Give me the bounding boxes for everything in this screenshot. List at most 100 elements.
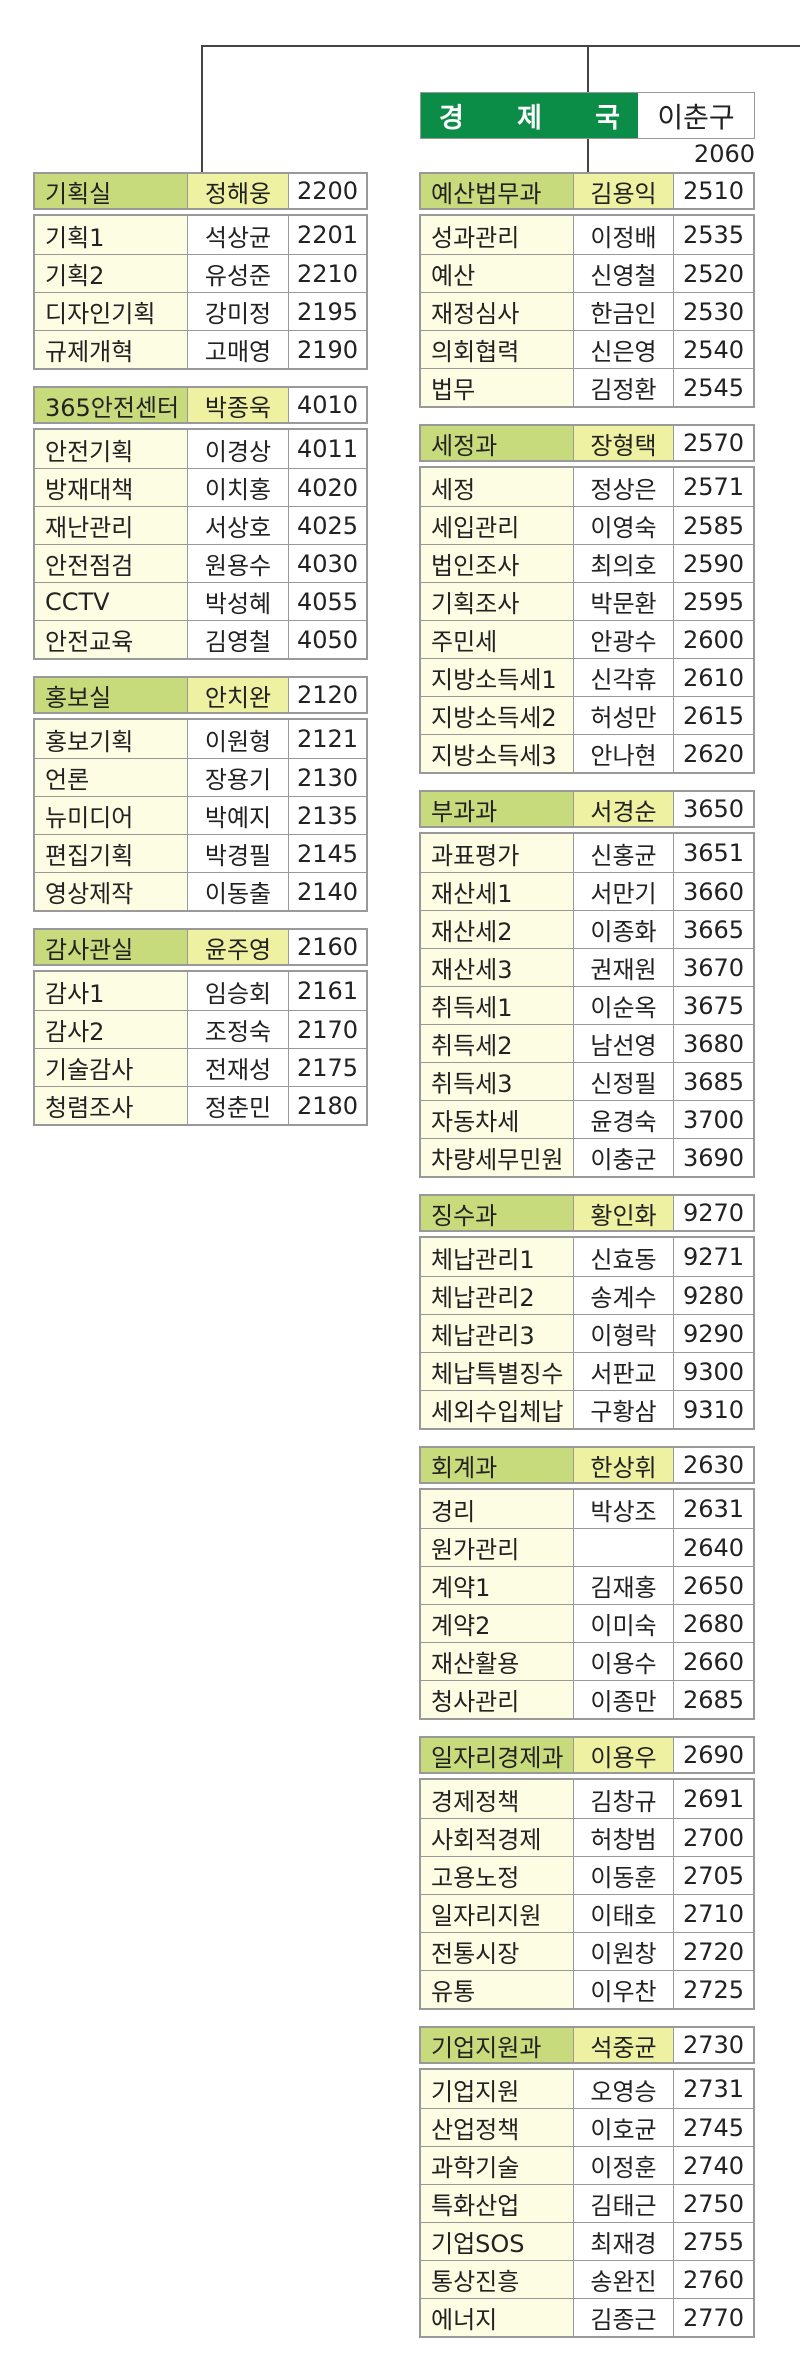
team-person: 김창규: [574, 1780, 674, 1818]
team-name: 청사관리: [421, 1681, 574, 1718]
director-name: 이춘구: [638, 93, 754, 138]
team-row: 세외수입체납 구황삼 9310: [421, 1390, 753, 1428]
connector-line-director-down: [587, 139, 589, 173]
team-name: 홍보기획: [35, 720, 188, 758]
department-section: 부과과 서경순 3650 과표평가 신홍균 3651 재산세1 서만기 3660 재산세2 이종화 3…: [419, 790, 755, 1178]
team-person: 신영철: [574, 255, 674, 292]
team-row: 언론 장용기 2130: [35, 758, 366, 796]
team-person: 신은영: [574, 331, 674, 368]
team-person: 허창범: [574, 1819, 674, 1856]
team-person: [574, 1529, 674, 1566]
team-row: 재난관리 서상호 4025: [35, 506, 366, 544]
department-section: 일자리경제과 이용우 2690 경제정책 김창규 2691 사회적경제 허창범 2700 고용노정…: [419, 1736, 755, 2010]
department-header: 일자리경제과 이용우 2690: [419, 1736, 755, 1774]
team-name: 과학기술: [421, 2147, 574, 2184]
team-row: 홍보기획 이원형 2121: [35, 720, 366, 758]
team-name: 주민세: [421, 621, 574, 658]
team-name: 자동차세: [421, 1101, 574, 1138]
team-row: 세입관리 이영숙 2585: [421, 506, 753, 544]
team-row: 경리 박상조 2631: [421, 1490, 753, 1528]
team-ext: 2180: [289, 1087, 366, 1124]
team-ext: 2680: [674, 1605, 753, 1642]
team-ext: 2540: [674, 331, 753, 368]
team-ext: 2760: [674, 2261, 753, 2298]
team-ext: 2210: [289, 255, 366, 292]
team-ext: 2750: [674, 2185, 753, 2222]
team-name: 고용노정: [421, 1857, 574, 1894]
team-row: 기획2 유성준 2210: [35, 254, 366, 292]
team-row: 편집기획 박경필 2145: [35, 834, 366, 872]
team-row: 통상진흥 송완진 2760: [421, 2260, 753, 2298]
team-ext: 2590: [674, 545, 753, 582]
team-ext: 2620: [674, 735, 753, 772]
team-ext: 2615: [674, 697, 753, 734]
team-row: 사회적경제 허창범 2700: [421, 1818, 753, 1856]
team-row: 취득세1 이순옥 3675: [421, 986, 753, 1024]
team-person: 원용수: [188, 545, 289, 582]
team-ext: 2755: [674, 2223, 753, 2260]
team-person: 전재성: [188, 1049, 289, 1086]
team-name: 체납관리3: [421, 1315, 574, 1352]
team-person: 김종근: [574, 2299, 674, 2336]
team-name: 일자리지원: [421, 1895, 574, 1932]
team-name: 차량세무민원: [421, 1139, 574, 1176]
team-ext: 2660: [674, 1643, 753, 1680]
team-person: 이충군: [574, 1139, 674, 1176]
team-person: 신정필: [574, 1063, 674, 1100]
team-ext: 3690: [674, 1139, 753, 1176]
team-person: 이순옥: [574, 987, 674, 1024]
team-name: 계약2: [421, 1605, 574, 1642]
team-name: 세정: [421, 468, 574, 506]
department-section: 기획실 정해웅 2200 기획1 석상균 2201 기획2 유성준 2210 디자인기획 강미정 21…: [33, 172, 368, 370]
team-ext: 4055: [289, 583, 366, 620]
team-row: 계약2 이미숙 2680: [421, 1604, 753, 1642]
department-header-row: 365안전센터 박종욱 4010: [35, 388, 366, 422]
team-name: 재난관리: [35, 507, 188, 544]
department-name: 기획실: [35, 174, 188, 208]
team-person: 권재원: [574, 949, 674, 986]
team-row: 디자인기획 강미정 2195: [35, 292, 366, 330]
team-row: 특화산업 김태근 2750: [421, 2184, 753, 2222]
team-ext: 2685: [674, 1681, 753, 1718]
department-head: 박종욱: [188, 388, 289, 422]
team-ext: 2725: [674, 1971, 753, 2008]
team-person: 이미숙: [574, 1605, 674, 1642]
team-table: 안전기획 이경상 4011 방재대책 이치홍 4020 재난관리 서상호 4025 안전점검 원용수…: [33, 428, 368, 660]
team-row: 세정 정상은 2571: [421, 468, 753, 506]
team-name: 취득세3: [421, 1063, 574, 1100]
director-ext: 2060: [693, 140, 755, 168]
team-row: 재산세3 권재원 3670: [421, 948, 753, 986]
team-row: 법무 김정환 2545: [421, 368, 753, 406]
team-ext: 2770: [674, 2299, 753, 2336]
team-ext: 2650: [674, 1567, 753, 1604]
team-name: 법인조사: [421, 545, 574, 582]
team-ext: 2610: [674, 659, 753, 696]
team-name: 계약1: [421, 1567, 574, 1604]
team-row: 안전기획 이경상 4011: [35, 430, 366, 468]
team-ext: 2175: [289, 1049, 366, 1086]
team-row: 기획조사 박문환 2595: [421, 582, 753, 620]
team-person: 이태호: [574, 1895, 674, 1932]
connector-line-left: [201, 45, 203, 173]
team-ext: 2140: [289, 873, 366, 910]
department-ext: 2570: [674, 426, 753, 460]
team-person: 신홍균: [574, 834, 674, 872]
department-ext: 2630: [674, 1448, 753, 1482]
team-person: 이동출: [188, 873, 289, 910]
department-name: 세정과: [421, 426, 574, 460]
team-row: 재산활용 이용수 2660: [421, 1642, 753, 1680]
department-name: 일자리경제과: [421, 1738, 574, 1772]
team-name: 산업정책: [421, 2109, 574, 2146]
team-table: 기업지원 오영승 2731 산업정책 이호균 2745 과학기술 이정훈 2740 특화산업 김태근…: [419, 2068, 755, 2338]
team-row: 취득세2 남선영 3680: [421, 1024, 753, 1062]
department-ext: 2690: [674, 1738, 753, 1772]
team-name: 체납관리1: [421, 1238, 574, 1276]
team-ext: 4011: [289, 430, 366, 468]
department-header: 기획실 정해웅 2200: [33, 172, 368, 210]
department-ext: 4010: [289, 388, 366, 422]
department-head: 윤주영: [188, 930, 289, 964]
department-ext: 2160: [289, 930, 366, 964]
team-ext: 2121: [289, 720, 366, 758]
team-row: 고용노정 이동훈 2705: [421, 1856, 753, 1894]
team-person: 윤경숙: [574, 1101, 674, 1138]
